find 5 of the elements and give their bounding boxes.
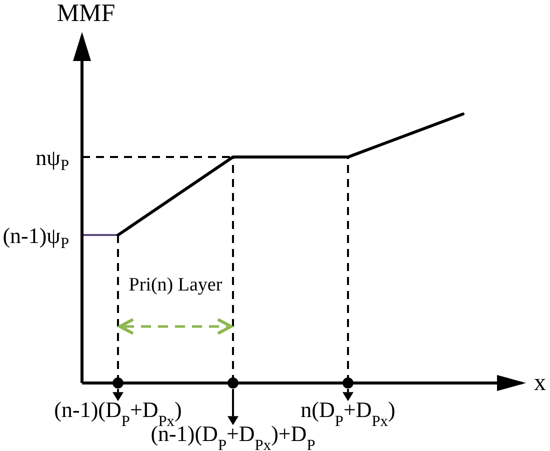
annotation: Pri(n) Layer	[128, 274, 223, 295]
ref-line-label: (n-1)ψ$_{P}$	[2, 222, 69, 252]
ref-line-label: nψ$_{P}$	[36, 144, 69, 174]
x-axis-title: x	[534, 370, 546, 396]
y-axis-title: MMF	[56, 0, 116, 27]
